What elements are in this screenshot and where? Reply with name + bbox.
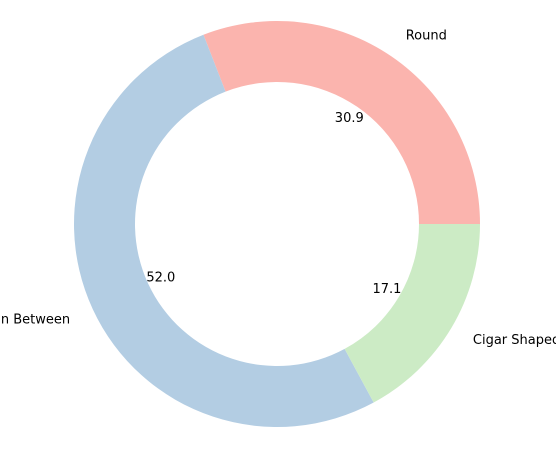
slice-cigar-shaped: [345, 224, 480, 403]
category-label-in-between: In Between: [0, 312, 70, 327]
category-label-round: Round: [406, 28, 447, 43]
value-label-cigar-shaped: 17.1: [372, 282, 401, 297]
value-label-in-between: 52.0: [146, 270, 175, 285]
category-label-cigar-shaped: Cigar Shaped: [473, 333, 556, 348]
value-label-round: 30.9: [335, 111, 364, 126]
slices-group: [74, 21, 480, 427]
slice-in-between: [74, 35, 374, 427]
